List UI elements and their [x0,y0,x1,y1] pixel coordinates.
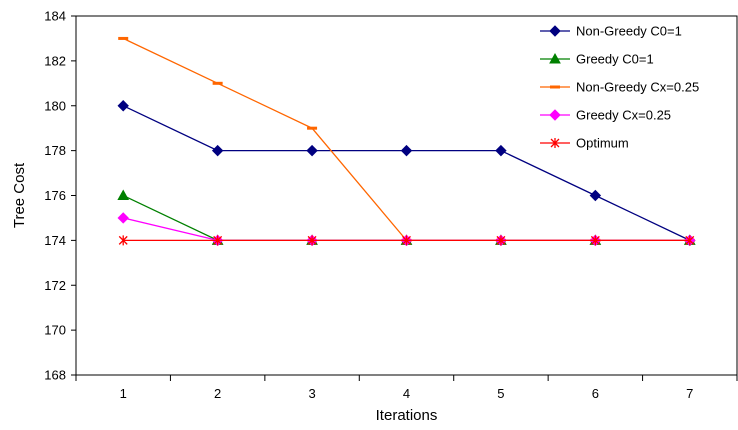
data-point [685,235,695,246]
data-point [400,144,413,157]
data-point [117,189,130,200]
legend-label: Optimum [576,136,629,151]
data-point [118,36,129,40]
data-point [402,235,411,246]
legend-label: Non-Greedy C0=1 [576,24,682,39]
data-point [117,100,129,112]
x-tick-label: 5 [497,386,504,401]
x-axis-title: Iterations [376,407,438,424]
axes: 168 170 172 174 176 178 180 182 184 1 2 3 4 5 6 7 [44,9,738,401]
x-tick-label: 2 [214,386,221,401]
data-point [213,235,223,246]
y-tick-label: 182 [44,53,66,68]
data-point [307,235,317,246]
legend-item: Greedy Cx=0.25 [540,108,671,123]
x-tick-label: 3 [308,386,315,401]
plot-frame [75,15,738,376]
x-tick-label: 7 [686,386,693,401]
y-tick-label: 174 [44,233,66,248]
plot-area [117,36,696,247]
x-tick-label: 1 [120,386,127,401]
data-point [306,144,318,157]
legend-marker [550,85,560,89]
legend-item: Non-Greedy C0=1 [540,24,682,39]
data-point [117,212,129,224]
data-point [212,81,223,85]
x-tick-label: 6 [592,386,599,401]
series-line [122,105,691,241]
legend-item: Non-Greedy Cx=0.25 [540,80,699,95]
series-4 [118,235,695,246]
legend-marker [550,138,560,148]
legend-item: Greedy C0=1 [540,52,654,67]
data-point [118,235,128,246]
legend-marker [549,25,561,37]
data-point [211,144,224,157]
data-point [590,235,600,246]
data-point [496,235,506,246]
legend-label: Non-Greedy Cx=0.25 [576,80,699,95]
legend-marker [549,52,561,64]
data-point [307,126,318,130]
y-tick-label: 168 [44,368,66,383]
legend-marker [549,109,561,121]
y-tick-label: 176 [44,188,66,203]
legend-item: Optimum [540,136,629,151]
legend-label: Greedy C0=1 [576,52,654,67]
y-tick-label: 178 [44,143,66,158]
y-tick-label: 170 [44,323,66,338]
data-point [589,189,602,202]
y-tick-label: 172 [44,278,66,293]
legend-label: Greedy Cx=0.25 [576,108,671,123]
data-point [495,144,507,157]
x-tick-label: 4 [403,386,410,401]
legend: Non-Greedy C0=1 Greedy C0=1 Non-Greedy Cx=… [540,24,699,151]
y-tick-label: 180 [44,98,66,113]
y-axis-title: Tree Cost [11,162,28,228]
series-line [122,194,690,242]
y-tick-label: 184 [44,9,66,24]
